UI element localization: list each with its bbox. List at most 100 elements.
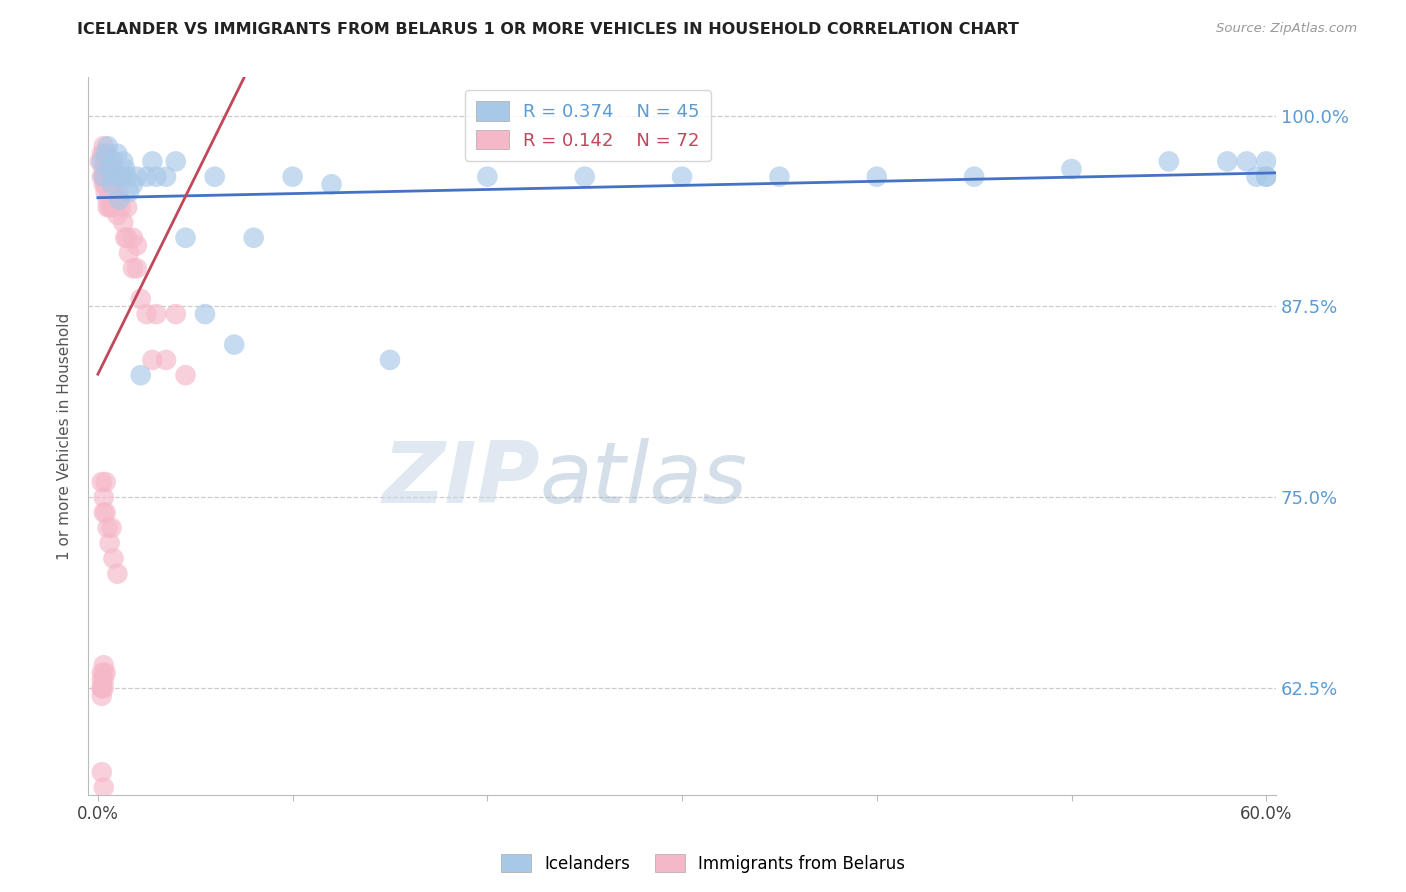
Point [90, 169, 112, 184]
Point [112, 215, 135, 229]
Point [94, 665, 117, 680]
Point [122, 231, 145, 245]
Y-axis label: 1 or more Vehicles in Household: 1 or more Vehicles in Household [58, 312, 72, 560]
Point [110, 169, 132, 184]
Point [104, 193, 127, 207]
Point [110, 200, 132, 214]
Point [165, 154, 187, 169]
Text: ZIP: ZIP [382, 438, 540, 521]
Point [100, 521, 122, 535]
Point [104, 178, 127, 192]
Point [1256, 169, 1278, 184]
Point [145, 307, 167, 321]
Point [93, 139, 115, 153]
Point [94, 154, 117, 169]
Point [97, 162, 120, 177]
Point [141, 352, 163, 367]
Point [93, 162, 115, 177]
Point [125, 169, 148, 184]
Point [114, 162, 136, 177]
Text: atlas: atlas [540, 438, 748, 521]
Point [98, 536, 121, 550]
Point [122, 261, 145, 276]
Legend: Icelanders, Immigrants from Belarus: Icelanders, Immigrants from Belarus [494, 847, 912, 880]
Point [90, 681, 112, 696]
Point [93, 665, 115, 680]
Point [97, 200, 120, 214]
Text: ICELANDER VS IMMIGRANTS FROM BELARUS 1 OR MORE VEHICLES IN HOUSEHOLD CORRELATION: ICELANDER VS IMMIGRANTS FROM BELARUS 1 O… [77, 22, 1019, 37]
Point [105, 169, 128, 184]
Point [115, 169, 138, 184]
Point [155, 169, 177, 184]
Point [100, 200, 122, 214]
Point [94, 475, 117, 489]
Point [97, 146, 120, 161]
Point [118, 246, 141, 260]
Point [321, 178, 343, 192]
Point [141, 154, 163, 169]
Point [135, 169, 157, 184]
Point [93, 658, 115, 673]
Point [104, 169, 127, 184]
Point [94, 185, 117, 199]
Point [93, 780, 115, 795]
Point [135, 307, 157, 321]
Point [103, 154, 125, 169]
Point [94, 146, 117, 161]
Point [155, 352, 177, 367]
Point [281, 169, 304, 184]
Point [115, 200, 138, 214]
Text: Source: ZipAtlas.com: Source: ZipAtlas.com [1216, 22, 1357, 36]
Point [98, 185, 121, 199]
Point [89, 154, 111, 169]
Point [90, 154, 112, 169]
Point [108, 193, 131, 207]
Point [103, 185, 125, 199]
Point [242, 231, 264, 245]
Point [114, 231, 136, 245]
Point [100, 162, 122, 177]
Point [105, 566, 128, 581]
Point [110, 169, 132, 184]
Point [97, 178, 120, 192]
Point [122, 178, 145, 192]
Point [98, 162, 121, 177]
Point [118, 185, 141, 199]
Point [93, 681, 115, 696]
Point [93, 169, 115, 184]
Point [97, 139, 120, 153]
Point [93, 169, 115, 184]
Point [98, 169, 121, 184]
Point [105, 146, 128, 161]
Point [94, 506, 117, 520]
Point [94, 178, 117, 192]
Point [112, 154, 135, 169]
Point [97, 193, 120, 207]
Point [1157, 154, 1180, 169]
Point [1236, 154, 1258, 169]
Point [1256, 169, 1278, 184]
Point [145, 169, 167, 184]
Point [125, 261, 148, 276]
Point [165, 307, 187, 321]
Point [1256, 154, 1278, 169]
Point [194, 307, 217, 321]
Point [224, 337, 246, 351]
Point [115, 231, 138, 245]
Point [866, 169, 889, 184]
Point [90, 765, 112, 780]
Point [105, 185, 128, 199]
Point [103, 169, 125, 184]
Point [93, 146, 115, 161]
Point [105, 208, 128, 222]
Point [90, 673, 112, 688]
Point [129, 368, 152, 383]
Point [108, 193, 131, 207]
Point [963, 169, 986, 184]
Point [90, 665, 112, 680]
Point [671, 169, 693, 184]
Legend: R = 0.374    N = 45, R = 0.142    N = 72: R = 0.374 N = 45, R = 0.142 N = 72 [465, 90, 710, 161]
Point [477, 169, 499, 184]
Point [174, 231, 197, 245]
Point [174, 368, 197, 383]
